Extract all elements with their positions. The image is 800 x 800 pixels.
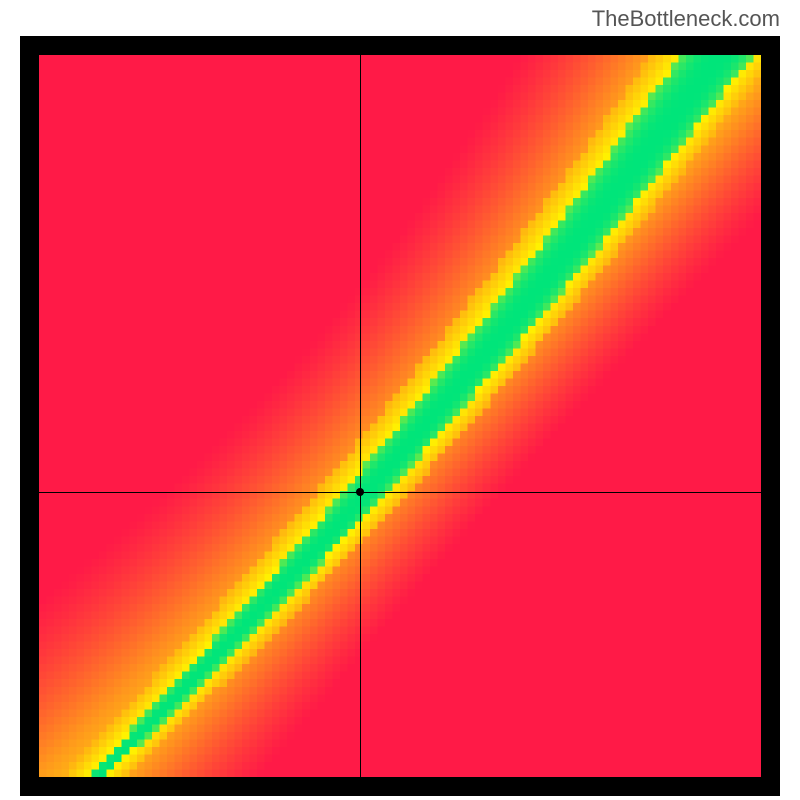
heatmap-plot xyxy=(39,55,761,777)
crosshair-marker xyxy=(356,488,364,496)
chart-outer-frame xyxy=(20,36,780,796)
crosshair-vertical xyxy=(360,55,361,777)
heatmap-canvas xyxy=(39,55,761,777)
watermark-text: TheBottleneck.com xyxy=(592,6,780,32)
crosshair-horizontal xyxy=(39,492,761,493)
